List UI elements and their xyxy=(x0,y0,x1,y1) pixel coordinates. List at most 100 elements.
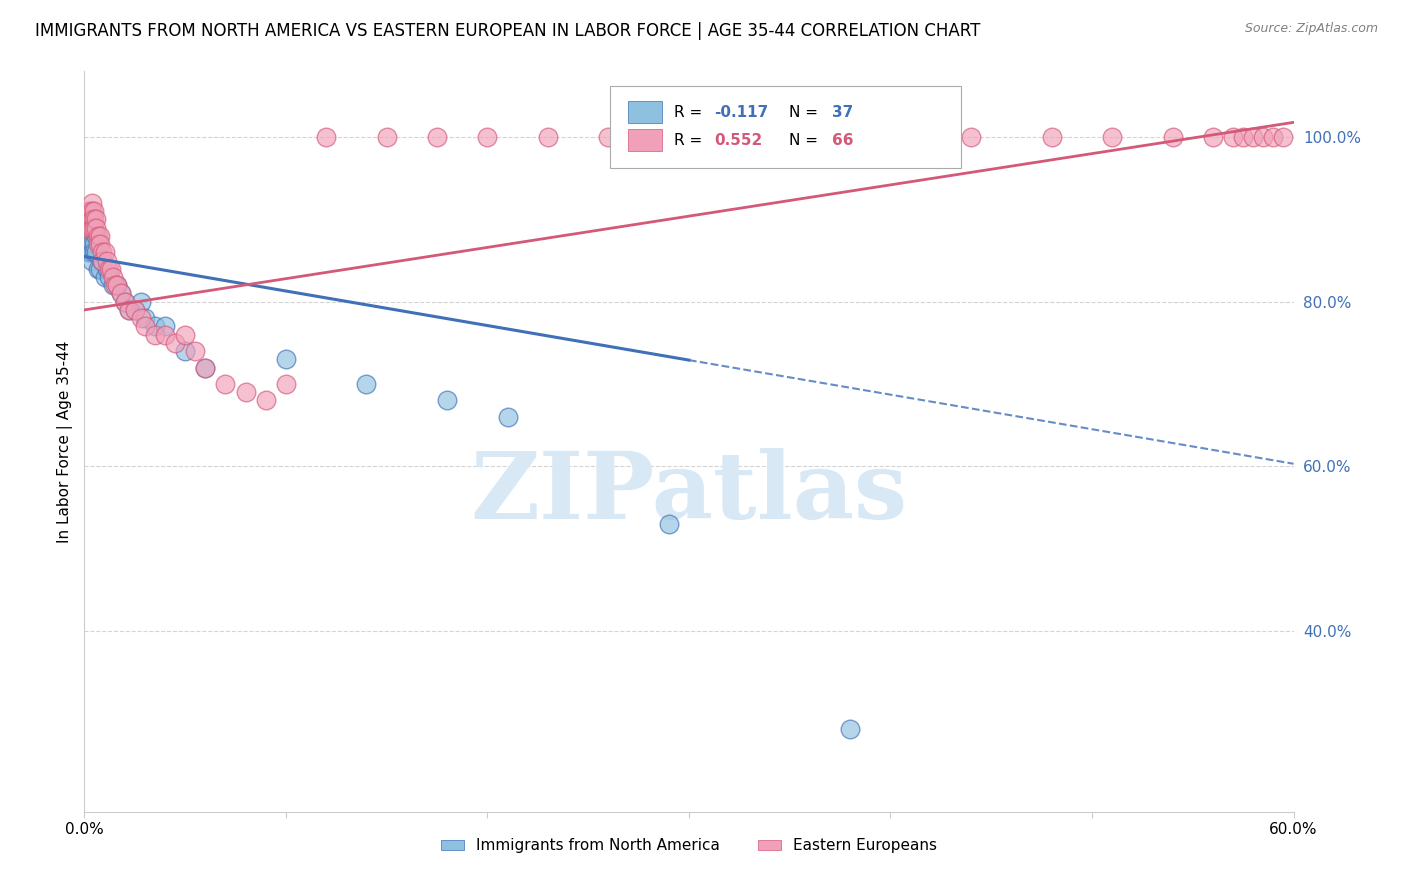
Text: 66: 66 xyxy=(831,133,853,148)
Point xyxy=(91,253,114,268)
Point xyxy=(79,220,101,235)
Point xyxy=(194,360,217,375)
Point xyxy=(143,319,166,334)
Point xyxy=(274,376,297,391)
Point xyxy=(477,130,499,145)
Point xyxy=(1241,130,1264,145)
Point xyxy=(153,319,176,334)
Point xyxy=(86,212,108,227)
Point xyxy=(235,385,257,400)
Point xyxy=(1202,130,1225,145)
Y-axis label: In Labor Force | Age 35-44: In Labor Force | Age 35-44 xyxy=(58,341,73,542)
Point xyxy=(165,335,187,350)
Point xyxy=(93,270,115,285)
Point xyxy=(1101,130,1123,145)
Point xyxy=(87,228,110,243)
Point xyxy=(153,327,176,342)
Point xyxy=(839,723,862,737)
Point xyxy=(537,130,560,145)
Point xyxy=(118,302,141,317)
Text: IMMIGRANTS FROM NORTH AMERICA VS EASTERN EUROPEAN IN LABOR FORCE | AGE 35-44 COR: IMMIGRANTS FROM NORTH AMERICA VS EASTERN… xyxy=(35,22,980,40)
Point xyxy=(89,261,111,276)
Point xyxy=(96,261,118,276)
Point xyxy=(1263,130,1285,145)
Point xyxy=(83,204,105,219)
Point xyxy=(96,253,118,268)
Point xyxy=(375,130,398,145)
Point xyxy=(83,237,105,252)
Point xyxy=(315,130,337,145)
Point xyxy=(87,261,110,276)
Point xyxy=(105,278,128,293)
Point xyxy=(356,376,378,391)
Point xyxy=(114,294,136,309)
Point xyxy=(82,220,104,235)
Point xyxy=(879,130,901,145)
Point xyxy=(129,311,152,326)
Point xyxy=(83,220,105,235)
Point xyxy=(86,220,108,235)
Point xyxy=(75,228,97,243)
Point xyxy=(105,278,128,293)
Point xyxy=(79,237,101,252)
Point xyxy=(174,327,197,342)
Point xyxy=(426,130,449,145)
Point xyxy=(496,409,519,424)
Point xyxy=(110,286,132,301)
Point xyxy=(101,270,124,285)
Point xyxy=(89,228,111,243)
Point xyxy=(89,237,111,252)
Point xyxy=(274,352,297,367)
Point xyxy=(118,302,141,317)
Point xyxy=(77,204,100,219)
Point xyxy=(1253,130,1275,145)
Text: N =: N = xyxy=(789,104,823,120)
Point xyxy=(1232,130,1254,145)
Point xyxy=(82,253,104,268)
Point xyxy=(134,311,156,326)
Text: R =: R = xyxy=(675,133,707,148)
Point xyxy=(1222,130,1244,145)
Point xyxy=(598,130,620,145)
Point xyxy=(86,245,108,260)
Point xyxy=(79,212,101,227)
Point xyxy=(436,393,458,408)
Point xyxy=(82,212,104,227)
Point xyxy=(91,253,114,268)
Point xyxy=(184,344,207,359)
Point xyxy=(77,212,100,227)
Point xyxy=(87,237,110,252)
Point xyxy=(75,212,97,227)
Point xyxy=(114,294,136,309)
Point xyxy=(101,278,124,293)
Point xyxy=(97,270,120,285)
Point xyxy=(254,393,277,408)
Point xyxy=(124,302,146,317)
Point xyxy=(82,245,104,260)
Point xyxy=(678,130,700,145)
Point xyxy=(79,245,101,260)
Point xyxy=(758,130,780,145)
Point xyxy=(77,237,100,252)
Text: Source: ZipAtlas.com: Source: ZipAtlas.com xyxy=(1244,22,1378,36)
Point xyxy=(174,344,197,359)
Point xyxy=(97,261,120,276)
Point xyxy=(129,294,152,309)
Point xyxy=(83,245,105,260)
Point xyxy=(83,212,105,227)
Point xyxy=(194,360,217,375)
Point xyxy=(1040,130,1063,145)
Point xyxy=(134,319,156,334)
Point xyxy=(82,196,104,211)
Text: -0.117: -0.117 xyxy=(714,104,769,120)
Point xyxy=(93,245,115,260)
Bar xyxy=(628,101,662,123)
Bar xyxy=(628,129,662,152)
Point xyxy=(1161,130,1184,145)
Point xyxy=(110,286,132,301)
Legend: Immigrants from North America, Eastern Europeans: Immigrants from North America, Eastern E… xyxy=(434,832,943,860)
Point xyxy=(104,278,127,293)
Text: 0.552: 0.552 xyxy=(714,133,762,148)
Point xyxy=(143,327,166,342)
Point xyxy=(1272,130,1295,145)
